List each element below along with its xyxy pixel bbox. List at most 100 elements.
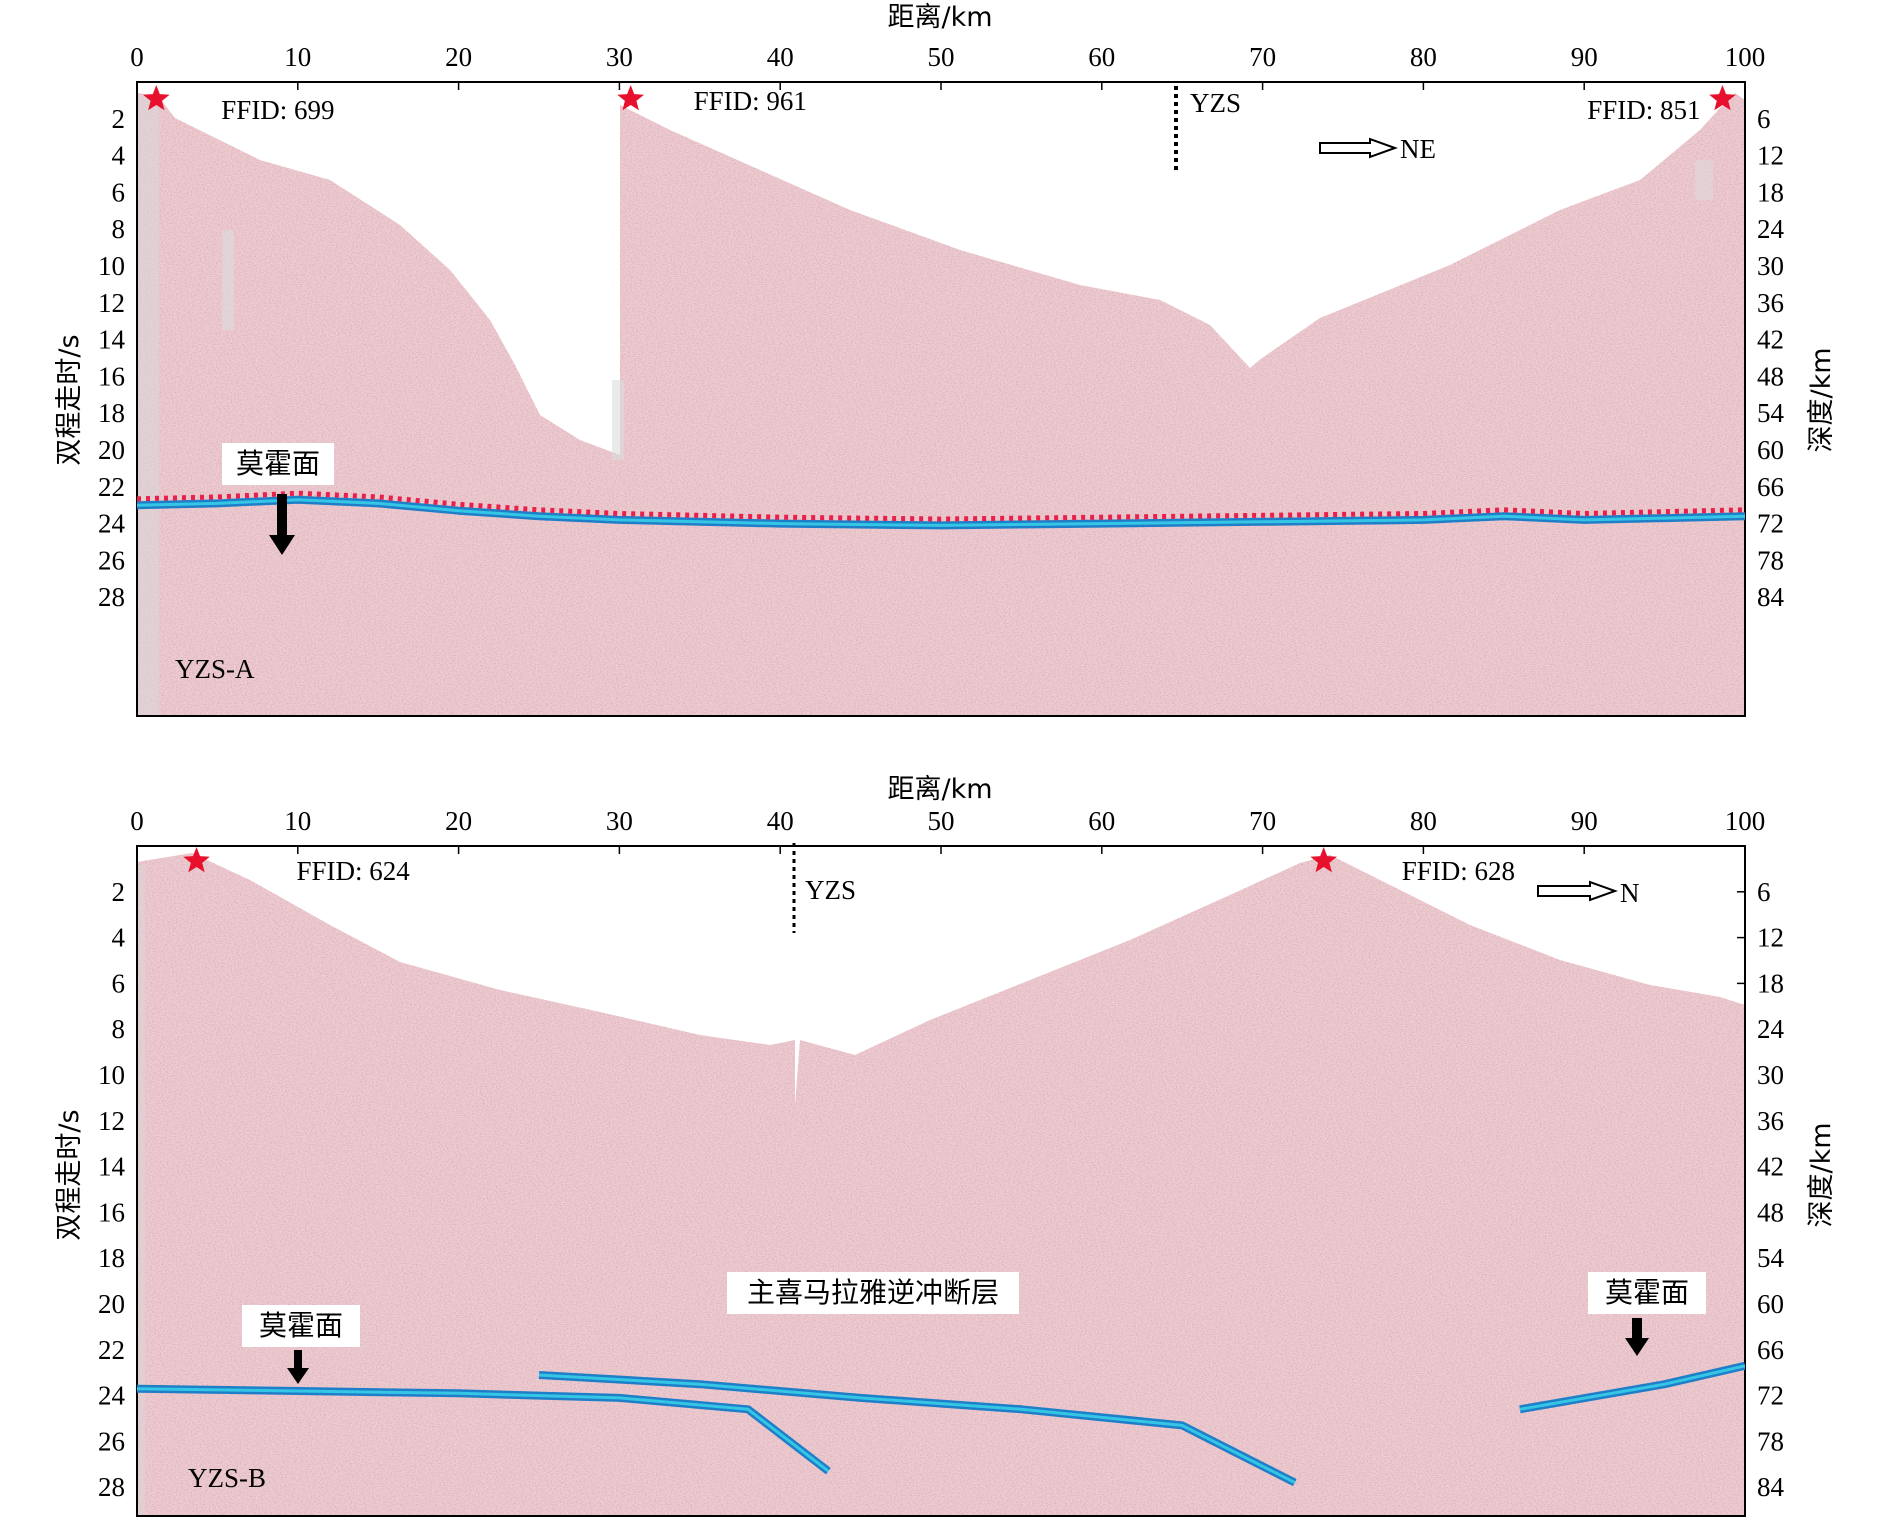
right-tick-label: 84 xyxy=(1757,582,1785,612)
moho-lines-bottom xyxy=(137,1361,1745,1487)
left-tick-label: 12 xyxy=(98,288,125,318)
direction-label-bottom: N xyxy=(1620,878,1640,908)
yzs-marker-label-top: YZS xyxy=(1190,88,1241,118)
left-tick-label: 24 xyxy=(98,1381,126,1411)
right-tick-label: 60 xyxy=(1757,435,1784,465)
left-tick-label: 22 xyxy=(98,1335,125,1365)
fault-callout: 主喜马拉雅逆冲断层 xyxy=(727,1272,1019,1314)
left-tick-label: 18 xyxy=(98,1243,125,1273)
x-tick-label: 60 xyxy=(1088,42,1115,72)
left-tick-label: 4 xyxy=(112,923,126,953)
x-tick-label: 80 xyxy=(1410,42,1437,72)
yzs-marker-label-bottom: YZS xyxy=(805,875,856,905)
shot-star-icon xyxy=(1709,85,1736,111)
panel-top: 距离/km 0 10 20 30 40 50 60 70 80 90 100 24681012141… xyxy=(54,2,1837,717)
moho-callout-bottom-left: 莫霍面 xyxy=(242,1305,360,1384)
x-tick-label: 70 xyxy=(1249,806,1276,836)
right-tick-label: 18 xyxy=(1757,968,1784,998)
right-tick-label: 66 xyxy=(1757,1335,1784,1365)
left-axis-label-bottom: 双程走时/s xyxy=(54,1109,85,1240)
shot-star-icon xyxy=(1310,847,1337,873)
shot-label: FFID: 851 xyxy=(1587,95,1700,125)
arrow-right-icon xyxy=(1537,880,1618,902)
shot-label: FFID: 961 xyxy=(694,86,807,116)
x-tick-label: 40 xyxy=(767,806,794,836)
right-tick-label: 48 xyxy=(1757,1197,1784,1227)
left-tick-label: 12 xyxy=(98,1106,125,1136)
fault-callout-text: 主喜马拉雅逆冲断层 xyxy=(747,1276,999,1309)
right-tick-label: 78 xyxy=(1757,545,1784,575)
direction-arrow-top: NE xyxy=(1319,134,1436,164)
right-ticks-top: 6 12 18 24 30 36 42 48 54 60 66 72 78 84 xyxy=(1737,104,1785,612)
top-axis-label-bottom: 距离/km xyxy=(887,774,992,805)
right-tick-label: 30 xyxy=(1757,251,1784,281)
left-tick-label: 20 xyxy=(98,435,125,465)
left-tick-label: 16 xyxy=(98,361,125,391)
x-tick-label: 90 xyxy=(1571,42,1598,72)
right-tick-label: 6 xyxy=(1757,104,1771,134)
right-tick-label: 42 xyxy=(1757,1152,1784,1182)
right-tick-label: 12 xyxy=(1757,923,1784,953)
moho-callout-top: 莫霍面 xyxy=(222,443,334,555)
x-ticks-bottom: 0 10 20 30 40 50 60 70 80 90 100 xyxy=(130,806,1765,854)
x-tick-label: 40 xyxy=(767,42,794,72)
left-tick-label: 14 xyxy=(98,1152,126,1182)
left-tick-label: 18 xyxy=(98,398,125,428)
arrow-down-icon xyxy=(269,494,295,555)
shot-star-icon xyxy=(143,85,170,111)
callout-box xyxy=(222,443,334,485)
section-label-top: YZS-A xyxy=(175,654,255,684)
callout-box xyxy=(727,1272,1019,1314)
left-tick-label: 10 xyxy=(98,1060,125,1090)
x-tick-label: 100 xyxy=(1725,42,1766,72)
moho-line-left-highlight xyxy=(137,1387,830,1473)
right-axis-label-bottom: 深度/km xyxy=(1806,1122,1837,1227)
seismic-section-bottom xyxy=(137,853,1745,1516)
shot-label: FFID: 699 xyxy=(221,95,334,125)
x-tick-label: 30 xyxy=(606,806,633,836)
right-tick-label: 12 xyxy=(1757,141,1784,171)
moho-callout-text: 莫霍面 xyxy=(259,1309,343,1342)
x-ticks-top: 0 10 20 30 40 50 60 70 80 90 100 xyxy=(130,42,1765,90)
seismic-section-top xyxy=(137,93,1745,716)
shot-label: FFID: 628 xyxy=(1402,856,1515,886)
x-tick-label: 0 xyxy=(130,806,144,836)
right-tick-label: 54 xyxy=(1757,398,1785,428)
x-tick-label: 20 xyxy=(445,42,472,72)
arrow-down-icon xyxy=(287,1350,309,1384)
right-tick-label: 48 xyxy=(1757,361,1784,391)
top-axis-label-top: 距离/km xyxy=(887,2,992,33)
right-tick-label: 36 xyxy=(1757,1106,1784,1136)
right-tick-label: 24 xyxy=(1757,214,1785,244)
callout-box xyxy=(1588,1272,1706,1314)
moho-line-highlight xyxy=(137,498,1745,527)
right-tick-label: 36 xyxy=(1757,288,1784,318)
moho-callout-text: 莫霍面 xyxy=(1605,1276,1689,1309)
left-tick-label: 8 xyxy=(112,1014,126,1044)
left-tick-label: 28 xyxy=(98,582,125,612)
left-tick-label: 8 xyxy=(112,214,126,244)
left-tick-label: 2 xyxy=(112,104,126,134)
moho-callout-text: 莫霍面 xyxy=(236,447,320,480)
left-tick-label: 26 xyxy=(98,1426,125,1456)
left-tick-label: 6 xyxy=(112,968,126,998)
x-tick-label: 50 xyxy=(928,42,955,72)
shot-markers-top: FFID: 699 FFID: 961 FFID: 851 xyxy=(143,85,1736,125)
plot-frame-top xyxy=(136,81,1746,717)
x-tick-label: 20 xyxy=(445,806,472,836)
left-axis-label-top: 双程走时/s xyxy=(54,334,85,465)
x-tick-label: 10 xyxy=(284,42,311,72)
right-tick-label: 6 xyxy=(1757,877,1771,907)
arrow-right-icon xyxy=(1319,137,1398,159)
x-tick-label: 70 xyxy=(1249,42,1276,72)
shot-markers-bottom: FFID: 624 FFID: 628 xyxy=(183,847,1515,886)
left-tick-label: 22 xyxy=(98,472,125,502)
left-tick-label: 6 xyxy=(112,177,126,207)
fault-line-highlight xyxy=(538,1373,1296,1484)
arrow-down-icon xyxy=(1625,1318,1649,1356)
moho-dotted-line xyxy=(137,490,1745,522)
right-ticks-bottom: 6 12 18 24 30 36 42 48 54 60 66 72 78 84 xyxy=(1737,877,1785,1502)
section-label-bottom: YZS-B xyxy=(188,1463,266,1493)
